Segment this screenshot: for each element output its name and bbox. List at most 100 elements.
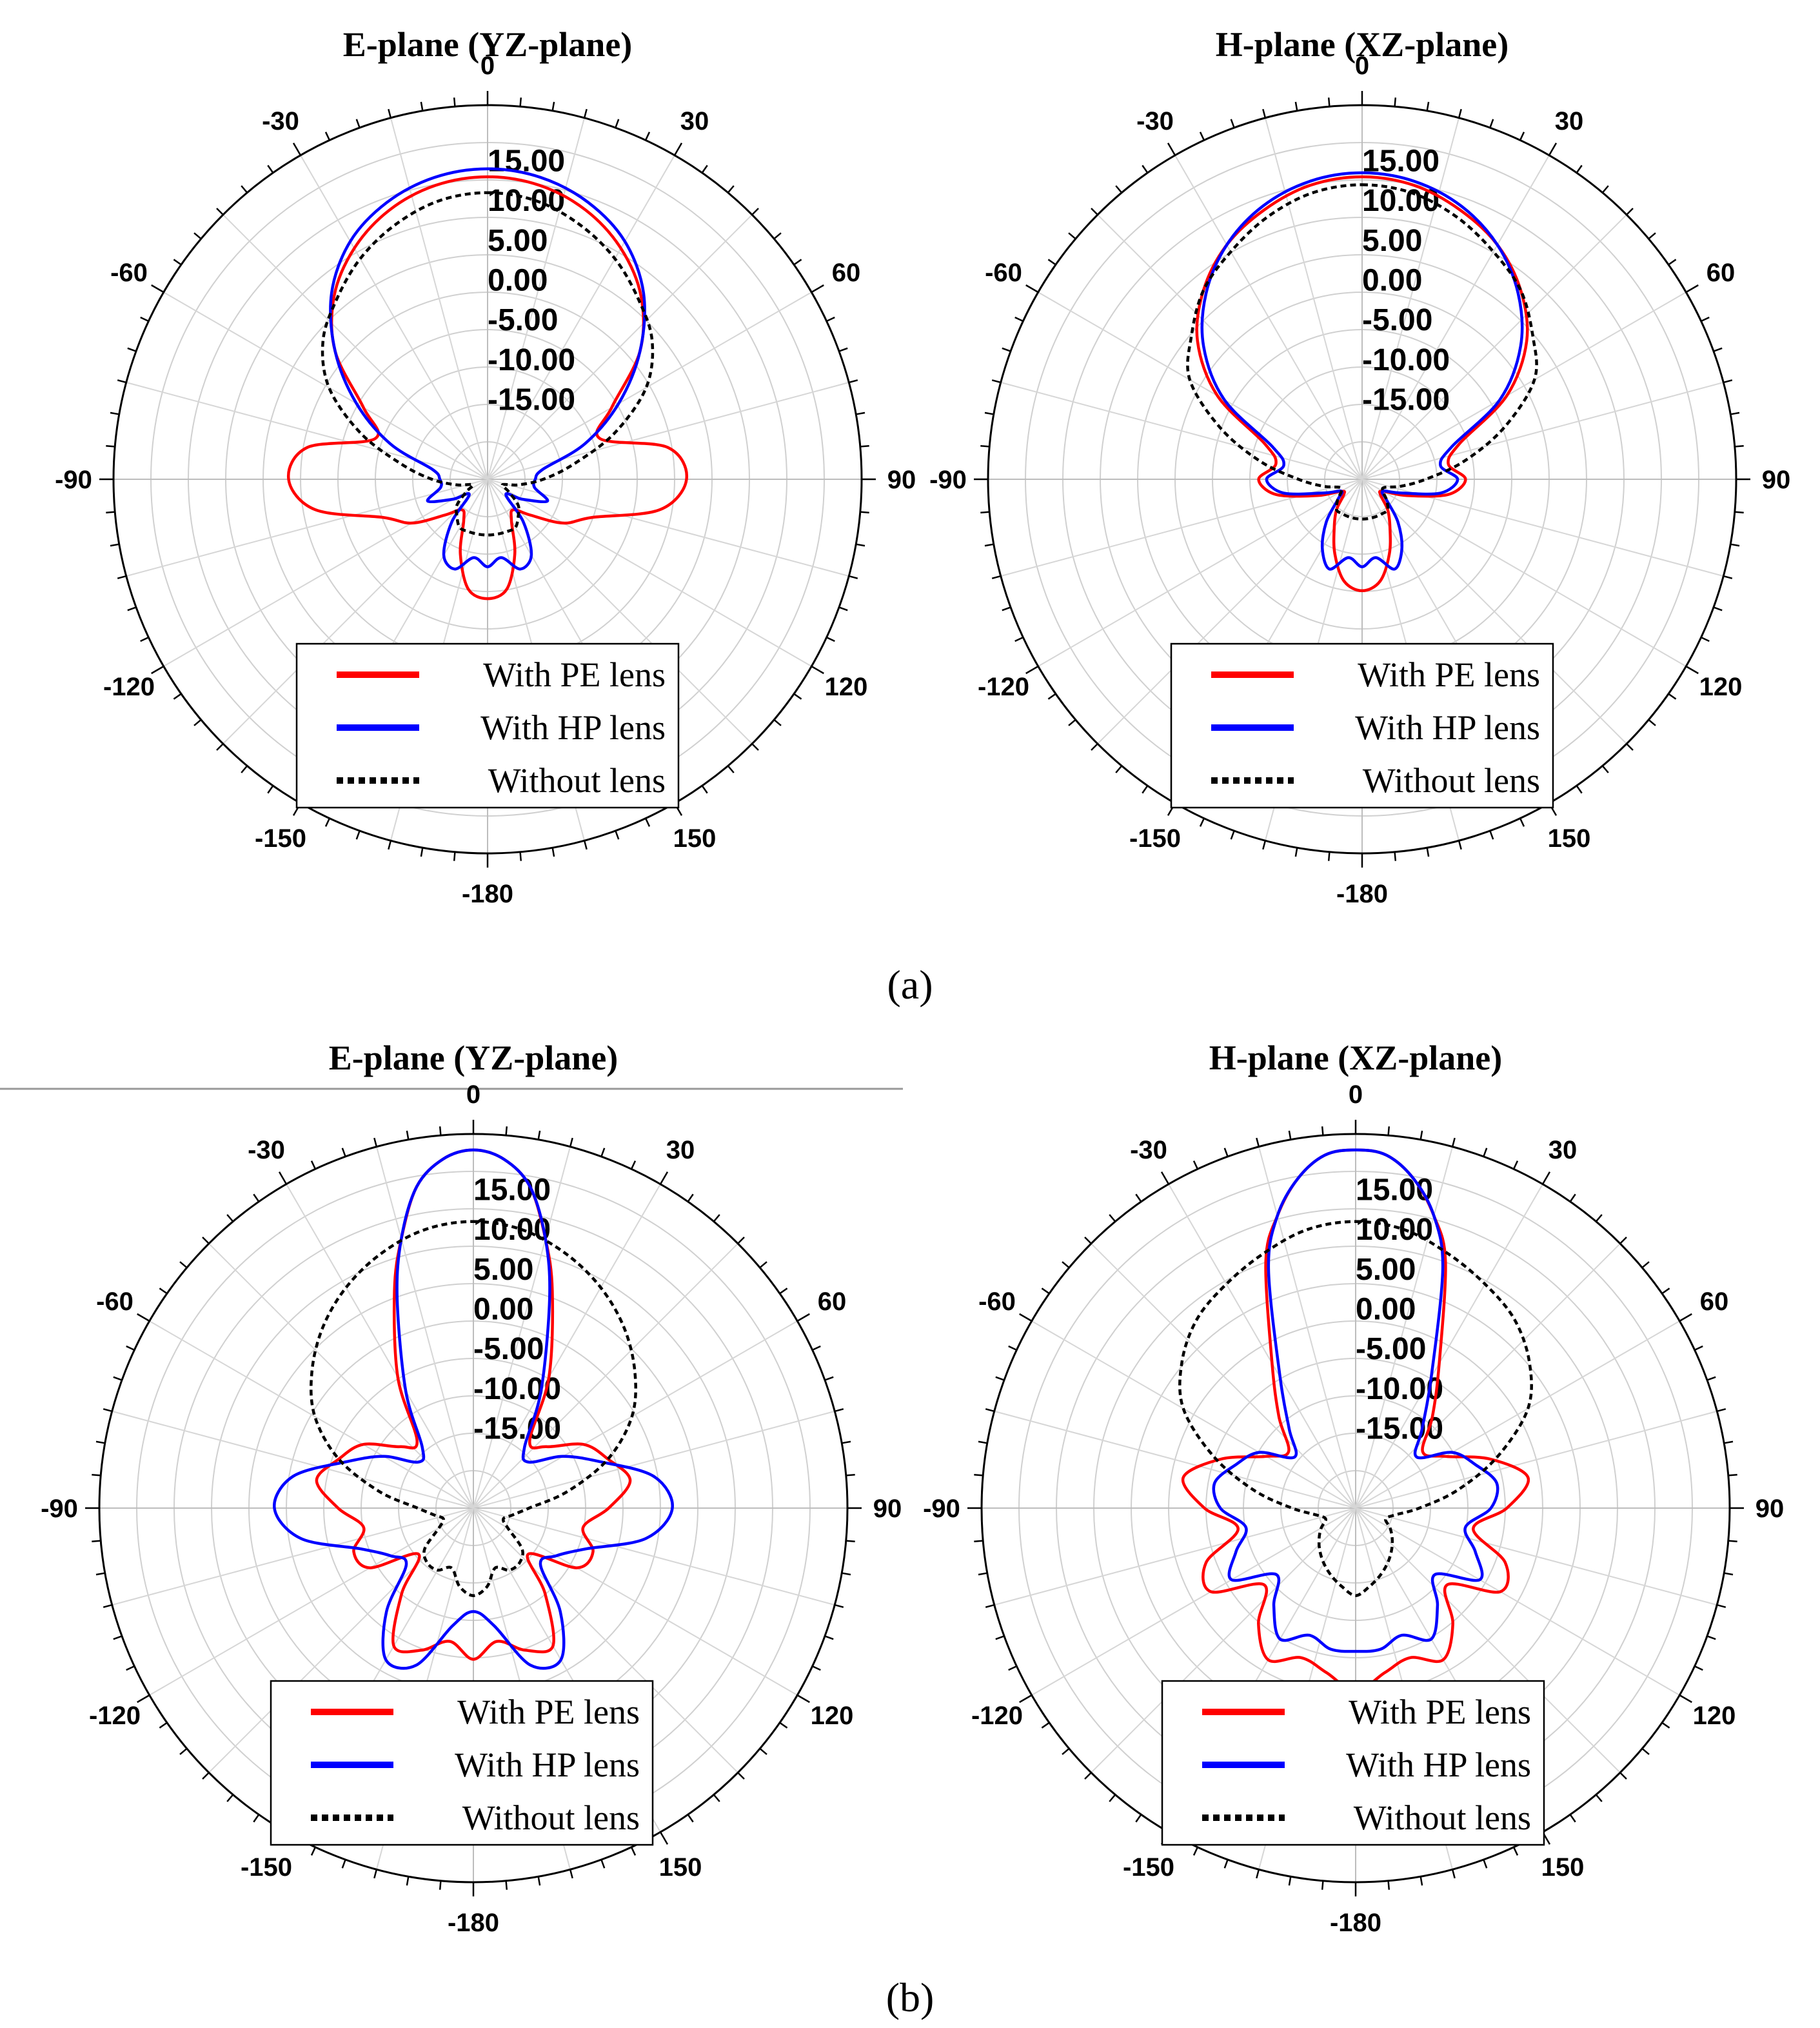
angle-tick [1068,719,1076,726]
angle-tick [1661,1287,1670,1295]
grid-spoke [1361,155,1550,480]
angle-tick [310,1847,317,1856]
angle-tick-marks [85,1120,862,1896]
angle-tick [137,1313,150,1322]
grid-spoke [1355,1184,1543,1509]
angle-tick [1223,1148,1229,1157]
angle-label: 60 [1700,1287,1729,1316]
grid-spoke [1355,1410,1717,1509]
angle-tick [453,97,456,107]
grid-spoke [487,479,849,577]
angle-label: 90 [1762,466,1791,494]
angle-tick [978,1572,988,1576]
angle-tick [848,575,858,579]
angle-tick [834,1604,844,1608]
angle-label: 150 [673,824,717,853]
angle-label: -150 [241,1853,292,1882]
angle-tick [179,1261,188,1269]
series-with-hp-lens [329,167,646,571]
grid-spoke [149,1320,474,1509]
angle-tick [1595,1794,1603,1802]
angle-tick [1668,259,1677,266]
grid-spoke [149,1507,474,1696]
chart-title: E-plane (YZ-plane) [329,1039,618,1077]
angle-tick [151,665,164,675]
angle-label: -90 [923,1495,960,1523]
angle-tick [759,1747,767,1755]
angle-label: 30 [1548,1136,1578,1164]
legend: With PE lens With HP lens Without lens [270,1680,654,1846]
angle-tick [1694,1345,1703,1351]
angle-tick [92,1540,101,1543]
angle-tick [1730,543,1740,547]
grid-spoke [1174,155,1363,480]
angle-tick [1288,1130,1292,1140]
angle-tick [1685,665,1699,675]
angle-tick [1601,765,1609,773]
angle-labels: 0 30 60 90 120 150 -180 -150 -120 -90 -60 -30 [41,1080,902,1937]
grid-spoke [1361,292,1686,480]
angle-tick [1321,1126,1324,1136]
grid-spoke [1361,381,1724,480]
angle-tick [193,719,202,726]
grid-spoke [1361,214,1627,480]
angle-tick [159,1722,168,1729]
grid-spoke [112,1507,474,1606]
angle-tick [193,232,202,240]
angle-tick [727,185,735,194]
angle-tick [1192,1847,1199,1856]
angle-label: 60 [818,1287,847,1316]
angle-tick [1008,1345,1017,1351]
angle-label: 120 [811,1702,854,1730]
angle-label: -30 [1136,107,1174,135]
grid-spoke [487,117,586,480]
angle-label: 120 [1699,673,1743,701]
caption-a: (a) [887,962,933,1008]
angle-tick [659,1831,669,1845]
grid-spoke [487,479,812,667]
angle-label: -30 [1130,1136,1167,1164]
angle-tick [1641,1261,1650,1269]
angle-tick [1084,1772,1092,1780]
angle-tick [1084,1237,1092,1244]
angle-tick [1723,1572,1734,1576]
angle-tick [713,1794,720,1802]
radial-label: 5.00 [1362,224,1422,258]
angle-tick [117,575,127,579]
angle-tick [615,119,620,128]
angle-tick [253,1193,260,1202]
angle-tick [253,1814,260,1823]
angle-tick [95,1572,106,1576]
legend-label: With PE lens [457,1693,640,1731]
angle-tick [841,1440,851,1444]
radial-label: -15.00 [1362,383,1450,417]
angle-tick [1019,1694,1033,1704]
grid-spoke [300,155,488,480]
angle-tick [1002,347,1011,352]
grid-spoke [1258,1146,1356,1509]
angle-tick [1512,1847,1519,1856]
angle-tick [1091,743,1098,751]
angle-tick [179,1747,188,1755]
angle-tick [1199,818,1205,827]
angle-tick [1115,765,1123,773]
angle-labels: 0 30 60 90 120 150 -180 -150 -120 -90 -60 -30 [929,52,1790,908]
grid-spoke [1355,1146,1454,1509]
angle-tick [1192,1160,1199,1169]
grid-spoke [1091,1507,1356,1773]
angle-tick [1142,785,1149,794]
angle-tick [355,119,361,128]
angle-tick [1701,316,1710,323]
angle-tick [140,316,149,323]
angle-label: -180 [1336,880,1388,908]
angle-tick [1716,1604,1726,1608]
angle-label: 30 [1555,107,1584,135]
angle-tick [1679,1313,1692,1322]
radial-label: 10.00 [488,184,565,218]
grid-spoke [1091,1243,1356,1509]
angle-tick [1109,1214,1116,1222]
angle-label: -120 [89,1702,141,1730]
angle-tick [1723,379,1733,384]
grid-spoke [163,292,488,480]
angle-label: -150 [1129,824,1181,853]
